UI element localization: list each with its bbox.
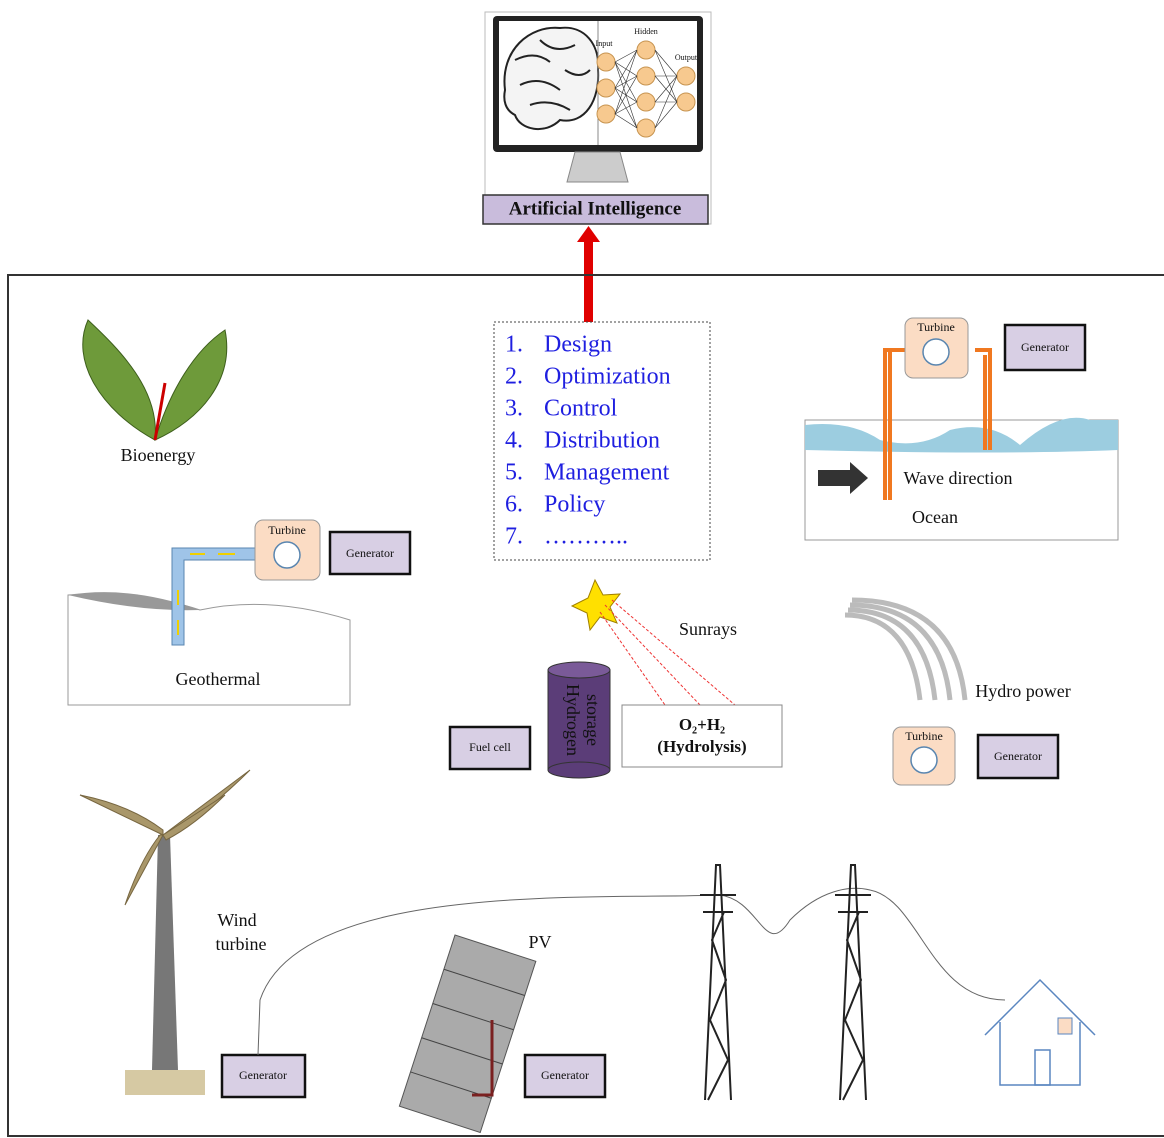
generator-label: Generator — [346, 546, 394, 560]
monitor-stand — [566, 151, 629, 183]
turbine-wheel — [922, 338, 950, 366]
ground-crust — [68, 592, 200, 611]
pv-panel — [398, 934, 537, 1134]
tank-bottom — [547, 761, 611, 779]
wave-label: Wave direction — [903, 468, 1012, 488]
energy-frame — [7, 274, 1164, 1137]
tank-top — [547, 661, 611, 679]
ocean-pipe — [883, 348, 992, 500]
blades — [79, 769, 251, 906]
process-label: (Hydrolysis) — [657, 737, 746, 756]
brain-folds — [514, 39, 591, 111]
generator-box — [328, 530, 412, 576]
pv-stand — [472, 1020, 494, 1097]
generator-box — [1003, 323, 1087, 372]
task-number: 2. — [505, 364, 523, 390]
tower-base — [125, 1070, 205, 1095]
wave-arrow — [818, 462, 868, 494]
water-jets — [844, 597, 968, 701]
flow-arrows — [177, 553, 235, 635]
ocean-label: Ocean — [912, 507, 958, 527]
storage-label: storage — [583, 694, 603, 746]
bioenergy-label: Bioenergy — [121, 445, 196, 465]
ai-title: Artificial Intelligence — [509, 198, 682, 219]
screen-label: Output — [675, 53, 698, 62]
turbine-label: Turbine — [268, 523, 306, 537]
net-links — [614, 49, 678, 129]
stem — [153, 382, 167, 441]
task-number: 1. — [505, 332, 523, 358]
generator-label: Generator — [1021, 340, 1069, 354]
generator-box — [976, 733, 1060, 780]
turbine-label: Turbine — [917, 320, 955, 334]
task-label: Optimization — [544, 364, 671, 390]
screen-label: Input — [596, 39, 614, 48]
fuel-cell-label: Fuel cell — [469, 740, 511, 754]
task-label: Distribution — [544, 428, 660, 454]
leaf — [154, 329, 228, 441]
generator-label: Generator — [541, 1068, 589, 1082]
fuel-cell-box — [448, 725, 532, 771]
generator-box — [220, 1053, 307, 1099]
pv-label: PV — [528, 932, 551, 952]
power-line — [257, 887, 1006, 1056]
wind-label: Wind — [217, 910, 256, 930]
generator-box — [523, 1053, 607, 1099]
task-number: 7. — [505, 524, 523, 550]
task-label: Control — [544, 396, 618, 422]
task-label: Management — [544, 460, 670, 486]
task-number: 6. — [505, 492, 523, 518]
turbine-wheel — [910, 746, 938, 774]
hydrolysis-box — [621, 704, 783, 768]
task-label: ……….. — [544, 524, 628, 550]
wind-label: turbine — [216, 934, 267, 954]
turbine-wheel — [273, 541, 301, 569]
task-label: Policy — [544, 492, 605, 518]
arrow-head — [577, 226, 600, 242]
sunrays-label: Sunrays — [679, 619, 737, 639]
geothermal-label: Geothermal — [176, 669, 261, 689]
generator-label: Generator — [994, 749, 1042, 763]
window — [1057, 1017, 1073, 1035]
task-number: 5. — [505, 460, 523, 486]
arrow-shaft — [584, 240, 593, 324]
hydro-label: Hydro power — [975, 681, 1070, 701]
leaf — [82, 319, 156, 441]
storage-label: Hydrogen — [563, 684, 583, 756]
generator-label: Generator — [239, 1068, 287, 1082]
ai-label-box — [482, 194, 709, 225]
sunrays — [599, 599, 736, 706]
storage-tank — [547, 669, 611, 771]
sun — [570, 578, 622, 632]
task-box — [493, 321, 711, 561]
task-label: Design — [544, 332, 612, 358]
pylons — [700, 864, 871, 1101]
reaction-label: O₂+H₂ — [679, 715, 725, 734]
house — [984, 978, 1096, 1086]
task-number: 3. — [505, 396, 523, 422]
screen-label: Hidden — [634, 27, 658, 36]
brain — [503, 26, 600, 130]
tower — [152, 835, 178, 1070]
turbine-label: Turbine — [905, 729, 943, 743]
task-number: 4. — [505, 428, 523, 454]
